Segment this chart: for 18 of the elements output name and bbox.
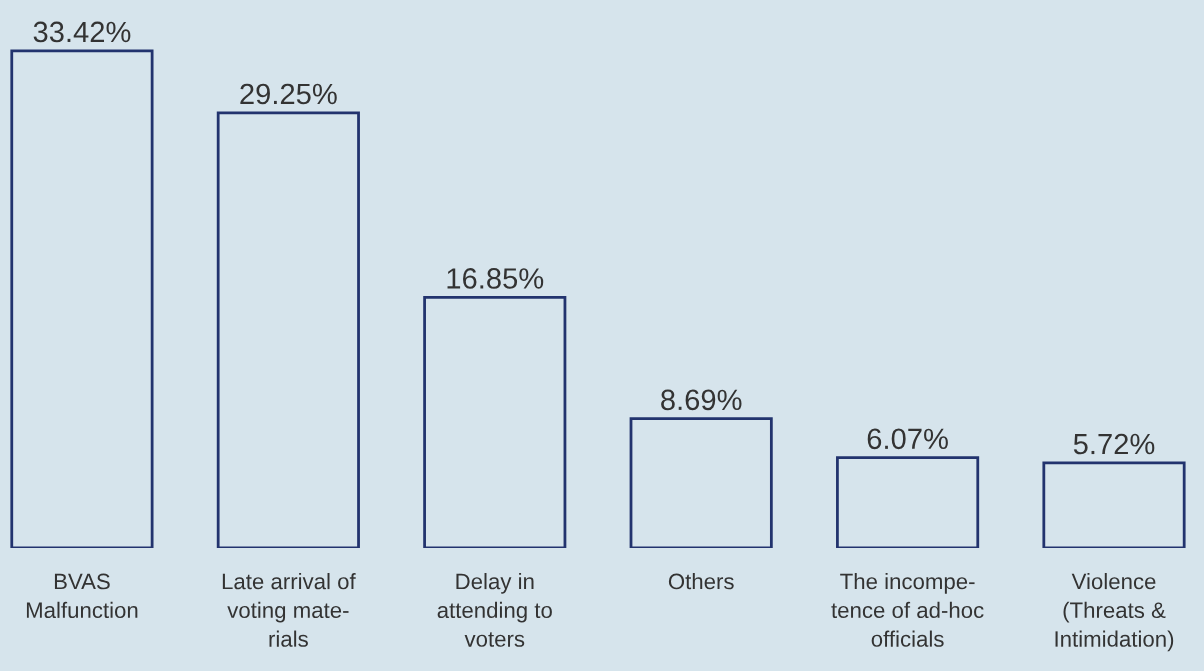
x-tick-label: Delay in attending to voters — [437, 573, 552, 647]
x-tick-label: The incompe- tence of ad-hoc officials — [831, 573, 984, 647]
x-tick-label: Others — [668, 573, 734, 590]
data-label: 6.07% — [867, 428, 948, 450]
data-label: 33.42% — [33, 21, 131, 43]
data-label: 8.69% — [661, 389, 742, 411]
bar — [629, 417, 773, 548]
bar — [10, 49, 154, 548]
data-label: 29.25% — [240, 83, 337, 105]
bar — [423, 295, 567, 548]
x-tick-label: Violence (Threats & Intimidation) — [1055, 573, 1174, 652]
bar — [216, 111, 360, 548]
data-label: 5.72% — [1073, 433, 1155, 455]
x-tick-label: Late arrival of voting mate- rials — [222, 573, 356, 647]
bar — [1042, 461, 1186, 548]
bar — [836, 456, 980, 548]
data-label: 16.85% — [447, 268, 544, 289]
x-tick-label: BVAS Malfunction — [26, 573, 138, 619]
